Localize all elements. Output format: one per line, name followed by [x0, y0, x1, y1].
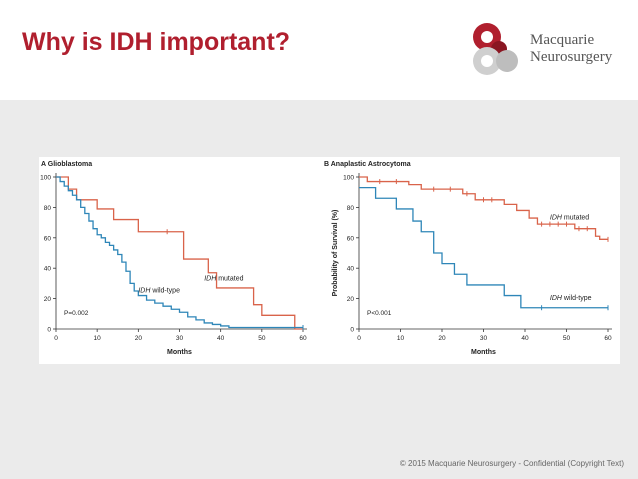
- y-tick-label: 80: [44, 205, 52, 212]
- chart-panel-a: A Glioblastoma 0 20 40 60 80 100 0 10 20 30 40 50 60 M…: [29, 161, 307, 356]
- x-tick-label: 30: [480, 335, 488, 342]
- series-line-idh-wild-type: [359, 186, 608, 309]
- panel-title-text: Anaplastic Astrocytoma: [331, 161, 411, 168]
- series-line-idh-mutated: [359, 176, 608, 240]
- y-tick-label: 20: [347, 296, 355, 303]
- logo-line-2: Neurosurgery: [530, 49, 613, 65]
- y-tick-label: 80: [347, 205, 355, 212]
- logo-mark-icon: [473, 23, 518, 75]
- x-tick-label: 40: [217, 335, 225, 342]
- series-label-idh-mutated: IDH mutated: [550, 215, 589, 222]
- panel-title: B Anaplastic Astrocytoma: [324, 161, 411, 168]
- x-tick-label: 40: [521, 335, 529, 342]
- x-axis-label: Months: [167, 349, 192, 356]
- logo-text: Macquarie Neurosurgery: [530, 32, 612, 66]
- y-tick-label: 60: [347, 235, 355, 242]
- series-label-status: wild-type: [562, 295, 592, 302]
- y-tick-label: 0: [47, 327, 51, 334]
- x-tick-label: 0: [54, 335, 58, 342]
- slide-footer: © 2015 Macquarie Neurosurgery - Confiden…: [399, 459, 624, 468]
- slide-title: Why is IDH important?: [22, 28, 291, 56]
- y-tick-label: 0: [350, 327, 354, 334]
- panel-title-text: Glioblastoma: [48, 161, 92, 168]
- series-line-idh-wild-type: [56, 176, 303, 329]
- chart-panel-b: B Anaplastic Astrocytoma 0 20 40 60 80 100 0 10 2…: [324, 161, 612, 356]
- x-tick-label: 20: [438, 335, 446, 342]
- slide-header: Why is IDH important? Macquarie Neurosur…: [0, 0, 638, 98]
- series-label-gene: IDH: [138, 288, 151, 295]
- series-label-status: mutated: [562, 215, 589, 222]
- x-tick-label: 10: [397, 335, 405, 342]
- panel-title: A Glioblastoma: [41, 161, 92, 168]
- series-label-gene: IDH: [550, 295, 563, 302]
- series-label-idh-wild-type: IDH wild-type: [550, 295, 592, 302]
- y-tick-label: 60: [44, 235, 52, 242]
- y-tick-label: 40: [347, 266, 355, 273]
- x-tick-label: 60: [604, 335, 612, 342]
- x-tick-label: 10: [94, 335, 102, 342]
- series-label-status: wild-type: [150, 288, 180, 295]
- y-tick-label: 20: [44, 296, 52, 303]
- x-tick-label: 30: [176, 335, 184, 342]
- x-tick-label: 50: [563, 335, 571, 342]
- logo-line-1: Macquarie: [530, 32, 595, 48]
- series-line-idh-mutated: [56, 176, 303, 330]
- macquarie-logo: Macquarie Neurosurgery: [470, 20, 630, 80]
- p-value-annotation: P=0.002: [64, 310, 89, 317]
- x-tick-label: 20: [135, 335, 143, 342]
- x-tick-label: 60: [299, 335, 307, 342]
- y-tick-label: 100: [343, 175, 354, 182]
- x-tick-label: 0: [357, 335, 361, 342]
- x-tick-label: 50: [258, 335, 266, 342]
- series-label-idh-mutated: IDH mutated: [204, 275, 243, 282]
- series-label-gene: IDH: [204, 275, 217, 282]
- x-axis-label: Months: [471, 349, 496, 356]
- series-label-status: mutated: [216, 275, 243, 282]
- y-tick-label: 100: [40, 175, 51, 182]
- series-label-idh-wild-type: IDH wild-type: [138, 288, 180, 295]
- y-tick-label: 40: [44, 266, 52, 273]
- panel-letter: A: [41, 161, 48, 168]
- series-label-gene: IDH: [550, 215, 563, 222]
- p-value-annotation: P<0.001: [367, 310, 392, 317]
- survival-figure: A Glioblastoma 0 20 40 60 80 100 0 10 20 30 40 50 60 M…: [29, 157, 620, 364]
- y-axis-label: Probability of Survival (%): [332, 210, 339, 297]
- panel-letter: B: [324, 161, 331, 168]
